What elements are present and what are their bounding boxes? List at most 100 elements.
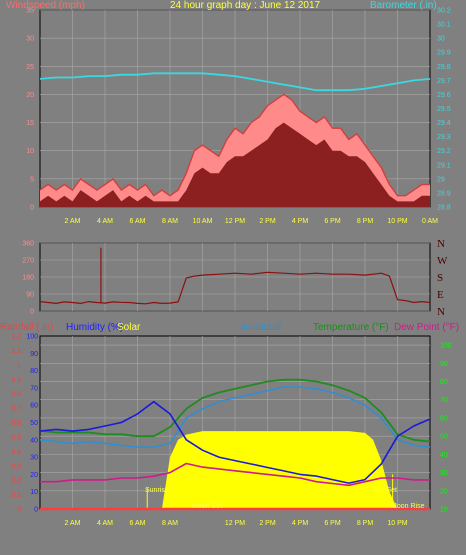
x-tick-bottom: 2 PM xyxy=(259,520,276,527)
x-tick-top: 8 AM xyxy=(162,218,178,225)
rain-tick: 0.5 xyxy=(11,434,21,441)
windspeed-tick: 5 xyxy=(30,176,34,183)
windspeed-tick: 35 xyxy=(26,8,34,15)
temperature-line xyxy=(39,378,431,443)
windspeed-tick: 10 xyxy=(26,148,34,155)
rain-tick: 1 xyxy=(17,362,21,369)
legend-temperature: Temperature (°F) xyxy=(313,322,389,333)
rain-tick: 0.2 xyxy=(11,478,21,485)
windspeed-line xyxy=(39,93,430,197)
barometer-tick: 29.5 xyxy=(437,106,451,113)
x-tick-bottom: 2 AM xyxy=(65,520,81,527)
moonset-label: Moon Set xyxy=(192,503,222,510)
direction-tick: 360 xyxy=(22,241,34,248)
x-tick-top: 6 PM xyxy=(324,218,341,225)
x-tick-top: 4 AM xyxy=(97,218,113,225)
x-tick-bottom: 6 PM xyxy=(324,520,341,527)
barometer-line xyxy=(39,72,431,92)
barometer-tick: 28.8 xyxy=(437,205,451,212)
barometer-axis-label: Barometer (.in) xyxy=(370,0,437,11)
temperature-tick: 10 xyxy=(440,507,448,514)
direction-tick: 90 xyxy=(26,292,34,299)
x-tick-bottom: 10 PM xyxy=(387,520,407,527)
sunset-label: SunSet xyxy=(374,487,397,494)
direction-line xyxy=(39,271,431,305)
barometer-tick: 30.1 xyxy=(437,22,451,29)
barometer-tick: 29.7 xyxy=(437,78,451,85)
humidity-tick: 50 xyxy=(30,420,38,427)
temperature-tick: 90 xyxy=(440,361,448,368)
x-tick-bottom: 12 PM xyxy=(225,520,245,527)
rain-tick: 0.4 xyxy=(11,449,21,456)
humidity-tick: 20 xyxy=(30,472,38,479)
rain-tick: 0 xyxy=(17,507,21,514)
humidity-tick: 70 xyxy=(30,385,38,392)
x-tick-top: 2 AM xyxy=(65,218,81,225)
temperature-tick: 70 xyxy=(440,397,448,404)
humidity-tick: 10 xyxy=(30,489,38,496)
barometer-tick: 28.9 xyxy=(437,190,451,197)
gust-area xyxy=(40,122,430,207)
legend-dewpoint: Dew Point (°F) xyxy=(394,322,459,333)
windspeed-tick: 0 xyxy=(30,205,34,212)
barometer-tick: 29.9 xyxy=(437,50,451,57)
x-tick-bottom: 8 PM xyxy=(357,520,374,527)
temperature-tick: 30 xyxy=(440,470,448,477)
barometer-tick: 29.3 xyxy=(437,134,451,141)
legend-humidity: Humidity (%) xyxy=(66,322,123,333)
x-tick-top: 6 AM xyxy=(130,218,146,225)
temperature-tick: 40 xyxy=(440,452,448,459)
humidity-tick: 30 xyxy=(30,455,38,462)
axis-labels: 0510152025303528.828.92929.129.229.329.4… xyxy=(11,8,452,528)
rain-tick: 1.1 xyxy=(11,348,21,355)
barometer-tick: 30.2 xyxy=(437,8,451,15)
temperature-tick: 100 xyxy=(440,343,452,350)
x-tick-top: 8 PM xyxy=(357,218,374,225)
moonrise-label: Moon Rise xyxy=(391,503,425,510)
windspeed-tick: 15 xyxy=(26,120,34,127)
windspeed-axis-label: Windspeed (mph) xyxy=(6,0,85,11)
barometer-tick: 30 xyxy=(437,36,445,43)
x-tick-top: 4 PM xyxy=(292,218,309,225)
x-tick-bottom: 4 AM xyxy=(97,520,113,527)
barometer-tick: 29.4 xyxy=(437,120,451,127)
barometer-tick: 29.8 xyxy=(437,64,451,71)
x-tick-top: 2 PM xyxy=(259,218,276,225)
humidity-line xyxy=(39,400,431,484)
compass-tick: W xyxy=(437,255,448,267)
chart-title: 24 hour graph day : June 12 2017 xyxy=(170,0,321,11)
legend-rainfall: Rainfall (.in) xyxy=(0,322,53,333)
rain-tick: 0.3 xyxy=(11,463,21,470)
temperature-tick: 60 xyxy=(440,415,448,422)
x-tick-bottom: 4 PM xyxy=(292,520,309,527)
legend-windchill: Windchill xyxy=(241,322,281,333)
humidity-tick: 80 xyxy=(30,368,38,375)
barometer-tick: 29.2 xyxy=(437,148,451,155)
legend-solar: Solar xyxy=(117,322,141,333)
compass-tick: E xyxy=(437,289,444,301)
x-tick-top: 12 PM xyxy=(225,218,245,225)
direction-tick: 270 xyxy=(22,258,34,265)
data-marks xyxy=(39,72,431,511)
windspeed-tick: 20 xyxy=(26,92,34,99)
humidity-tick: 0 xyxy=(34,507,38,514)
rain-tick: 0.6 xyxy=(11,420,21,427)
x-tick-bottom: 8 AM xyxy=(162,520,178,527)
barometer-tick: 29 xyxy=(437,176,445,183)
humidity-tick: 100 xyxy=(26,334,38,341)
compass-tick: N xyxy=(437,238,445,250)
humidity-tick: 40 xyxy=(30,437,38,444)
windspeed-tick: 30 xyxy=(26,36,34,43)
rain-tick: 0.8 xyxy=(11,391,21,398)
barometer-tick: 29.6 xyxy=(437,92,451,99)
x-tick-top: 10 AM xyxy=(193,218,213,225)
barometer-tick: 29.1 xyxy=(437,162,451,169)
x-tick-top: 0 AM xyxy=(422,218,438,225)
rain-tick: 0.7 xyxy=(11,406,21,413)
sunrise-label: Sunrise xyxy=(145,487,169,494)
temperature-tick: 20 xyxy=(440,488,448,495)
rain-tick: 1.2 xyxy=(11,334,21,341)
direction-tick: 180 xyxy=(22,275,34,282)
dewpoint-line xyxy=(40,462,430,487)
